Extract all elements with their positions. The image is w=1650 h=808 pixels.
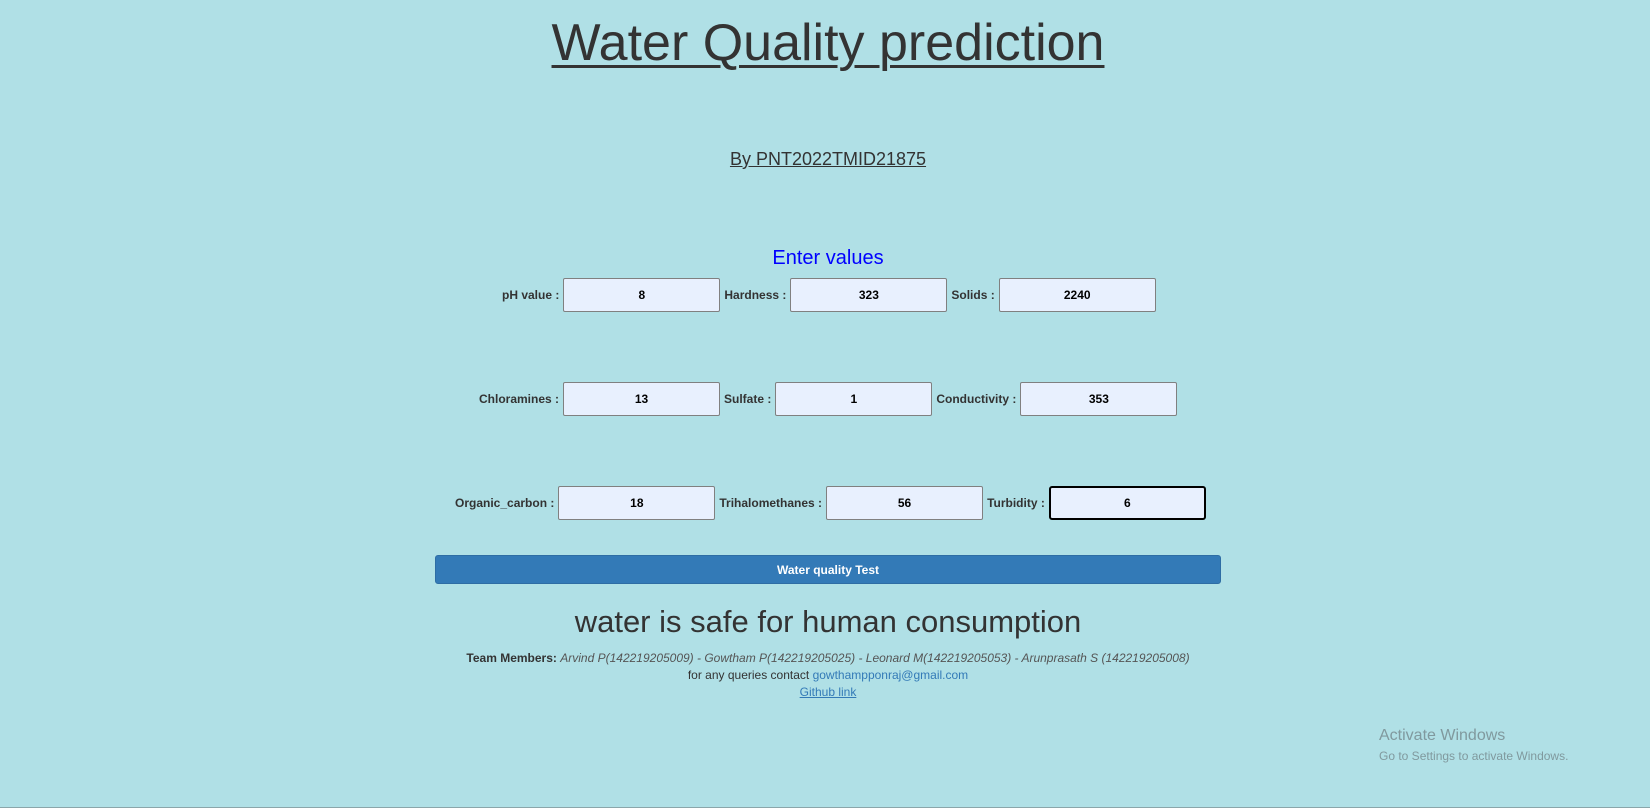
sulfate-input[interactable]	[775, 382, 933, 416]
turbidity-input[interactable]	[1048, 486, 1206, 520]
turbidity-label: Turbidity :	[987, 496, 1045, 510]
hardness-input[interactable]	[790, 278, 948, 312]
team-members: Team Members: Arvind P(142219205009) - G…	[0, 650, 1650, 666]
trihalomethanes-input[interactable]	[826, 486, 984, 520]
activate-windows-title: Activate Windows	[1379, 727, 1506, 744]
team-members-list: Arvind P(142219205009) - Gowtham P(14221…	[560, 651, 1190, 665]
team-members-label: Team Members:	[466, 651, 557, 665]
sulfate-label: Sulfate :	[724, 392, 772, 406]
conductivity-label: Conductivity :	[936, 392, 1017, 406]
conductivity-input[interactable]	[1020, 382, 1178, 416]
contact-text: for any queries contact	[687, 668, 810, 682]
input-row-2: Chloramines : Sulfate : Conductivity :	[479, 382, 1181, 416]
hardness-label: Hardness :	[724, 288, 787, 302]
input-row-1: pH value : Hardness : Solids :	[502, 278, 1160, 312]
prediction-result: water is safe for human consumption	[574, 604, 1082, 639]
organic-carbon-label: Organic_carbon :	[455, 496, 555, 510]
chloramines-label: Chloramines :	[479, 392, 560, 406]
organic-carbon-input[interactable]	[558, 486, 716, 520]
page-title: Water Quality prediction	[551, 14, 1105, 72]
activate-windows-hint: Go to Settings to activate Windows.	[1379, 749, 1569, 763]
ph-label: pH value :	[502, 288, 560, 302]
ph-input[interactable]	[563, 278, 721, 312]
contact-email-link[interactable]: gowthampponraj@gmail.com	[812, 668, 969, 682]
input-row-3: Organic_carbon : Trihalomethanes : Turbi…	[455, 486, 1210, 520]
form-heading: Enter values	[772, 247, 884, 269]
page-subtitle: By PNT2022TMID21875	[729, 149, 927, 169]
solids-label: Solids :	[951, 288, 995, 302]
solids-input[interactable]	[998, 278, 1156, 312]
water-quality-test-button[interactable]: Water quality Test	[435, 555, 1221, 584]
activate-windows-watermark: Activate Windows Go to Settings to activ…	[1379, 726, 1568, 764]
chloramines-input[interactable]	[563, 382, 721, 416]
contact-line: for any queries contact gowthampponraj@g…	[0, 667, 1650, 683]
github-link[interactable]: Github link	[799, 685, 857, 699]
trihalomethanes-label: Trihalomethanes :	[719, 496, 823, 510]
